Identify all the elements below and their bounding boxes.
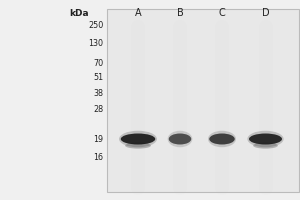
Text: 70: 70 [93, 58, 103, 68]
Bar [106, 55, 298, 64]
Ellipse shape [249, 134, 282, 144]
Bar [106, 128, 298, 137]
FancyBboxPatch shape [106, 9, 298, 192]
Ellipse shape [247, 131, 284, 147]
Ellipse shape [208, 131, 236, 147]
Ellipse shape [125, 143, 151, 149]
Text: D: D [262, 8, 269, 18]
Ellipse shape [169, 134, 191, 144]
Bar [106, 64, 298, 73]
Text: kDa: kDa [69, 8, 88, 18]
Text: C: C [219, 8, 225, 18]
Bar [106, 91, 298, 101]
Bar [106, 174, 298, 183]
Ellipse shape [168, 131, 192, 147]
Ellipse shape [119, 131, 157, 147]
Bar [106, 46, 298, 55]
Text: 250: 250 [88, 21, 103, 29]
Bar [106, 155, 298, 165]
Bar [106, 183, 298, 192]
Bar [106, 146, 298, 155]
Text: 19: 19 [93, 134, 103, 144]
Text: 38: 38 [94, 88, 103, 98]
Bar [106, 119, 298, 128]
Text: A: A [135, 8, 141, 18]
Bar [106, 137, 298, 146]
Ellipse shape [209, 134, 235, 144]
Bar [106, 36, 298, 46]
Bar [106, 82, 298, 91]
Bar [106, 110, 298, 119]
Bar [106, 73, 298, 82]
Bar [106, 27, 298, 36]
Ellipse shape [253, 143, 278, 149]
Text: B: B [177, 8, 183, 18]
Text: 130: 130 [88, 38, 104, 47]
Text: 28: 28 [93, 104, 103, 114]
Ellipse shape [121, 134, 155, 144]
Bar [106, 9, 298, 18]
Bar [106, 18, 298, 27]
Bar [106, 101, 298, 110]
Bar [106, 165, 298, 174]
Text: 51: 51 [93, 72, 103, 82]
Text: 16: 16 [94, 152, 103, 162]
